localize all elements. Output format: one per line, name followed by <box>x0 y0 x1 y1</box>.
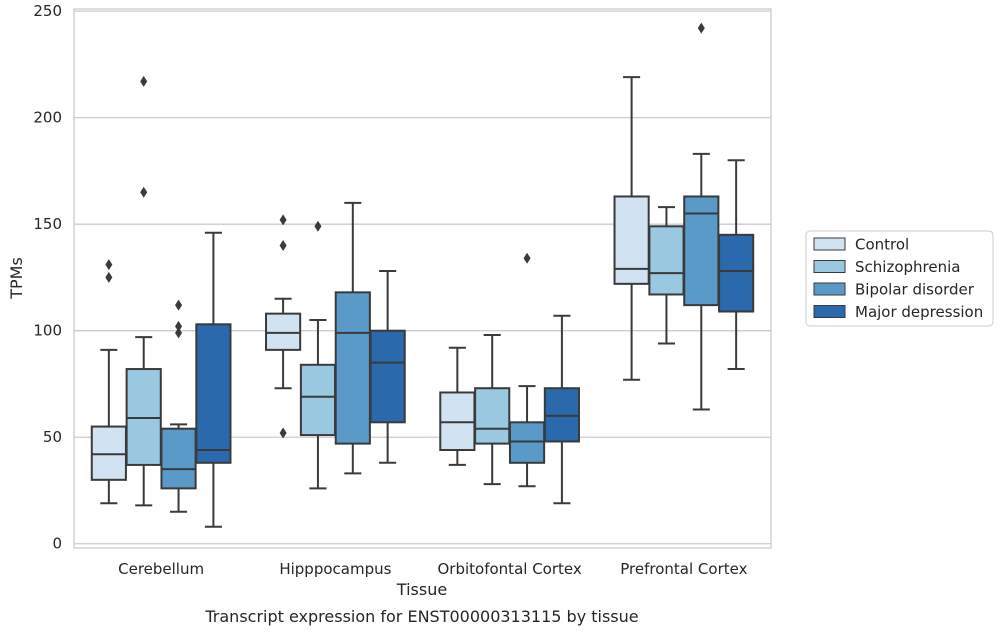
box-control-3 <box>613 76 650 381</box>
box-iqr <box>543 387 580 443</box>
legend-label-control: Control <box>855 236 909 254</box>
box-control-2 <box>439 346 476 466</box>
box-iqr <box>195 323 232 464</box>
box-major-depression-0 <box>195 231 232 528</box>
outlier-point-0 <box>523 252 531 264</box>
legend-swatch-major-depression <box>813 305 846 318</box>
box-schizophrenia-2 <box>474 333 511 486</box>
y-tick-label-150: 150 <box>33 215 62 233</box>
box-schizophrenia-0 <box>125 75 162 507</box>
x-tick-labels: Cerebellum Hipppocampus Orbitofontal Corte… <box>118 560 747 578</box>
x-tick-label-cerebellum: Cerebellum <box>118 560 204 578</box>
legend-items: Control Schizophrenia Bipolar disorder Majo… <box>813 236 983 321</box>
legend-label-schizophrenia: Schizophrenia <box>855 258 960 276</box>
box-bipolar-disorder-3 <box>683 22 720 411</box>
y-tick-label-200: 200 <box>33 109 62 127</box>
outlier-point-1 <box>175 320 183 332</box>
box-iqr <box>334 291 371 445</box>
y-tick-label-250: 250 <box>33 2 62 20</box>
box-control-1 <box>265 214 302 439</box>
outlier-point-2 <box>279 427 287 439</box>
legend: Control Schizophrenia Bipolar disorder Majo… <box>805 230 994 327</box>
legend-swatch-bipolar-disorder <box>813 282 846 296</box>
chart-caption: Transcript expression for ENST0000031311… <box>204 607 638 626</box>
box-iqr <box>265 312 302 351</box>
box-major-depression-2 <box>543 314 580 505</box>
outlier-point-0 <box>140 186 148 198</box>
y-tick-label-50: 50 <box>43 428 62 446</box>
box-groups <box>90 22 755 528</box>
box-bipolar-disorder-1 <box>334 201 371 475</box>
box-iqr <box>299 363 337 437</box>
y-axis-label: TPMs <box>7 257 26 300</box>
box-schizophrenia-3 <box>648 206 685 345</box>
legend-label-bipolar-disorder: Bipolar disorder <box>855 281 975 299</box>
box-iqr <box>613 195 650 285</box>
legend-swatch-schizophrenia <box>813 260 846 273</box>
box-iqr <box>474 387 511 445</box>
outlier-point-1 <box>279 214 287 226</box>
box-iqr <box>125 368 162 466</box>
x-tick-label-orbitofontal-cortex: Orbitofontal Cortex <box>438 560 582 578</box>
box-iqr <box>369 329 406 424</box>
legend-swatch-control <box>813 237 846 251</box>
box-major-depression-1 <box>369 270 406 464</box>
box-iqr <box>648 225 685 296</box>
box-bipolar-disorder-2 <box>508 252 546 488</box>
box-iqr <box>160 427 197 490</box>
outlier-point-0 <box>105 271 113 283</box>
outlier-point-0 <box>314 220 322 232</box>
box-iqr <box>439 391 476 452</box>
outlier-point-0 <box>697 22 705 34</box>
x-tick-label-hipppocampus: Hipppocampus <box>279 560 391 578</box>
y-tick-labels: 0 50 100 150 200 250 <box>33 2 62 553</box>
legend-label-major-depression: Major depression <box>855 303 983 321</box>
outlier-point-1 <box>140 75 148 87</box>
box-schizophrenia-1 <box>299 220 337 490</box>
outlier-point-0 <box>175 327 183 339</box>
box-iqr <box>508 421 546 464</box>
y-tick-label-0: 0 <box>52 535 62 553</box>
outlier-point-0 <box>279 239 287 251</box>
plot-frame <box>73 8 772 549</box>
box-iqr <box>90 425 127 481</box>
outlier-point-1 <box>105 259 113 271</box>
box-major-depression-3 <box>718 159 755 371</box>
x-tick-label-prefrontal-cortex: Prefrontal Cortex <box>620 560 747 578</box>
legend-frame <box>805 230 994 327</box>
y-tick-label-100: 100 <box>33 322 62 340</box>
x-axis-label: Tissue <box>396 580 447 599</box>
box-iqr <box>718 233 755 313</box>
outlier-point-2 <box>175 299 183 311</box>
